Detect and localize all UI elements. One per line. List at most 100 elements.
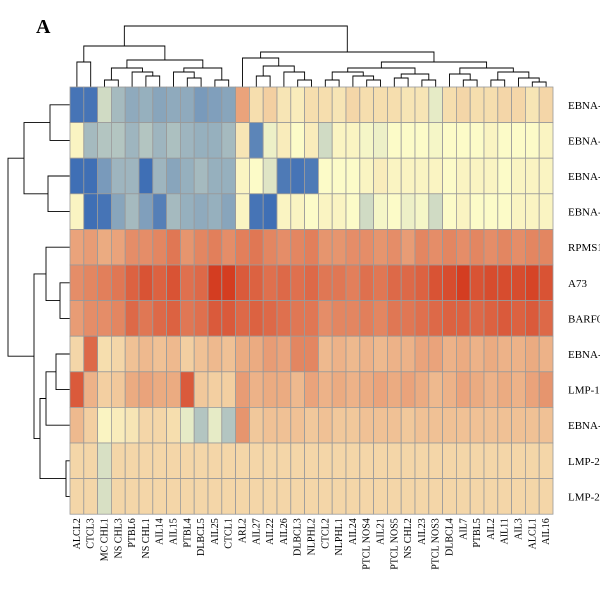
column-labels: ALCL2 CTCL3 MC CHL1 NS CHL3 PTBL6 NS CHL1 AIL1… [72,518,552,570]
cell-ebna-lp-ail15 [166,86,181,123]
cell-ebna-lp-ptbl4 [179,86,195,123]
cell-ebna-2-ptcl-nos5 [386,406,402,444]
cell-ebna-3c-ail22 [262,193,278,230]
cell-ebna-1-ns-chl2 [400,335,416,373]
row-label-rpms1: RPMS1 [568,242,600,254]
cell-lmp-2a-ail7 [455,442,471,479]
cell-rpms1-dlbcl3 [290,228,305,266]
column-label-ail3: AIL3 [514,518,525,540]
cell-lmp-2b-ail3 [511,478,526,515]
cell-rpms1-ptcl-nos4 [359,228,374,266]
cell-lmp-2b-ns-chl3 [111,478,126,515]
cell-ebna-2-dlbcl3 [290,406,305,444]
cell-lmp-2b-dlbcl3 [290,478,305,515]
cell-ebna-3b-ail23 [414,122,430,159]
row-label-ebna-lp: EBNA-LP [568,100,600,112]
row-label-ebna-3a: EBNA-3A [568,171,600,183]
column-label-dlbcl5: DLBCL5 [196,518,207,556]
cell-ebna-3b-ns-chl2 [400,122,416,159]
cell-lmp-2b-ail25 [207,478,223,515]
cell-ebna-3a-ail15 [166,157,181,195]
cell-ebna-3c-mc-chl1 [97,193,112,230]
cell-lmp-1-ail16 [538,371,554,408]
column-dendrogram-link [380,61,488,68]
cell-ebna-3c-ail24 [345,193,361,230]
column-dendrogram-link [347,67,416,74]
row-label-ebna-2: EBNA-2 [568,420,600,432]
cell-ebna-3c-ns-chl2 [400,193,416,230]
cell-ebna-3c-dlbcl3 [290,193,305,230]
cell-ebna-3a-ail3 [511,157,526,195]
row-label-ebna-3b: EBNA-3B [568,135,600,147]
column-label-ns-chl2: NS CHL2 [403,518,414,558]
cell-ebna-1-dlbcl3 [290,335,305,373]
cell-ebna-3c-ctcl1 [221,193,237,230]
row-label-lmp-2b: LMP-2B [568,491,600,503]
cell-lmp-2b-ail16 [538,478,554,515]
cell-lmp-2b-ail24 [345,478,361,515]
cell-lmp-1-ail26 [276,371,292,408]
cell-ebna-2-ns-chl2 [400,406,416,444]
cell-ebna-2-ail16 [538,406,554,444]
cell-a73-nlphl1 [331,264,347,301]
cell-lmp-1-ctcl3 [83,371,99,408]
cell-ebna-2-nlphl1 [331,406,347,444]
cell-barf0-nlphl2 [304,300,319,337]
cell-lmp-2a-mc-chl1 [97,442,112,479]
cell-ebna-3b-ptbl4 [179,122,195,159]
column-label-ptcl-nos3: PTCL NOS3 [431,518,442,570]
row-dendrogram-link [65,460,70,497]
cell-barf0-ail22 [262,300,278,337]
cell-ebna-2-alcl1 [525,406,540,444]
cell-ebna-3a-nlphl1 [331,157,347,195]
cell-a73-ptbl5 [469,264,485,301]
row-label-lmp-2a: LMP-2A [568,456,600,468]
cell-lmp-1-dlbcl3 [290,371,305,408]
cell-ebna-1-ail3 [511,335,526,373]
column-label-ail11: AIL11 [500,518,511,544]
cell-ebna-1-ptbl6 [124,335,140,373]
cell-barf0-ptbl4 [179,300,195,337]
cell-ebna-2-ail11 [497,406,512,444]
cell-ebna-1-ns-chl3 [111,335,126,373]
row-dendrogram-link [59,282,70,319]
cell-lmp-1-ail11 [497,371,512,408]
cell-lmp-2b-ail22 [262,478,278,515]
cell-ebna-3b-dlbcl4 [442,122,457,159]
cell-ebna-3a-ns-chl2 [400,157,416,195]
cell-lmp-2a-alcl1 [525,442,540,479]
cell-lmp-1-dlbcl4 [442,371,457,408]
cell-ebna-3b-ail2 [483,122,499,159]
cell-ebna-3a-ail27 [248,157,264,195]
cell-ebna-3a-mc-chl1 [97,157,112,195]
cell-a73-alcl1 [525,264,540,301]
cell-ebna-lp-nlphl2 [304,86,319,123]
column-dendrogram-link [518,77,540,87]
cell-lmp-1-ail23 [414,371,430,408]
cell-lmp-2a-dlbcl5 [193,442,209,479]
cell-ebna-1-dlbcl5 [193,335,209,373]
column-label-alcl2: ALCL2 [72,518,83,549]
cell-lmp-1-ptcl-nos3 [428,371,443,408]
column-label-ail23: AIL23 [417,518,428,545]
cell-lmp-1-ptbl6 [124,371,140,408]
cell-ebna-3b-mc-chl1 [97,122,112,159]
cell-lmp-2a-ail3 [511,442,526,479]
cell-ebna-1-nlphl2 [304,335,319,373]
cell-ebna-1-ptcl-nos3 [428,335,443,373]
cell-ebna-3a-ail16 [538,157,554,195]
cell-a73-dlbcl3 [290,264,305,301]
cell-ebna-3c-ptbl6 [124,193,140,230]
column-dendrogram-link [459,67,514,74]
cell-a73-ail22 [262,264,278,301]
cell-ebna-3c-ail23 [414,193,430,230]
cell-ebna-3b-ptcl-nos3 [428,122,443,159]
column-label-ail14: AIL14 [155,518,166,545]
cell-rpms1-ail24 [345,228,361,266]
cell-ebna-2-ail2 [483,406,499,444]
column-dendrogram-link [462,79,478,87]
cell-rpms1-ctcl2 [317,228,333,266]
cell-ebna-3a-ail11 [497,157,512,195]
cell-barf0-ctcl2 [317,300,333,337]
cell-ebna-3a-dlbcl4 [442,157,457,195]
